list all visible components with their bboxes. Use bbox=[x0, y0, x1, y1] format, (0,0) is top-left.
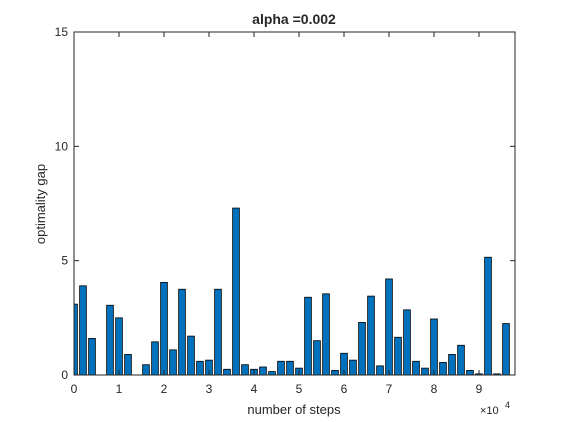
x-tick-label: 3 bbox=[206, 382, 213, 396]
bar bbox=[421, 367, 429, 376]
bar bbox=[106, 304, 114, 376]
bar bbox=[412, 360, 420, 376]
bar bbox=[223, 368, 231, 376]
bar bbox=[502, 323, 510, 376]
bar bbox=[484, 256, 492, 376]
bar bbox=[124, 354, 132, 376]
bar bbox=[214, 288, 222, 376]
bar bbox=[268, 371, 276, 376]
x-tick-label: 1 bbox=[116, 382, 123, 396]
bar bbox=[241, 364, 249, 376]
bar bbox=[187, 335, 195, 376]
bar bbox=[196, 360, 204, 376]
bar bbox=[367, 295, 375, 376]
bar bbox=[232, 207, 240, 376]
x-tick-label: 6 bbox=[341, 382, 348, 396]
x-tick-label: 2 bbox=[161, 382, 168, 396]
bar bbox=[466, 370, 474, 376]
y-ticks: 0 5 10 15 bbox=[55, 25, 515, 382]
x-axis-multiplier-exponent: 4 bbox=[505, 400, 510, 410]
y-axis-label: optimality gap bbox=[33, 164, 48, 244]
bar bbox=[403, 309, 411, 376]
bar bbox=[376, 365, 384, 376]
bar bbox=[385, 278, 393, 376]
bar bbox=[142, 364, 150, 376]
axes-box bbox=[73, 31, 516, 376]
bar bbox=[160, 281, 168, 376]
bar bbox=[178, 288, 186, 376]
chart-title: alpha =0.002 bbox=[252, 11, 336, 27]
bar bbox=[394, 336, 402, 376]
bar bbox=[115, 317, 123, 376]
bar bbox=[457, 344, 465, 376]
x-tick-label: 5 bbox=[296, 382, 303, 396]
bar bbox=[286, 360, 294, 376]
x-tick-label: 0 bbox=[71, 382, 78, 396]
bar bbox=[322, 293, 330, 376]
x-axis-multiplier: ×10 bbox=[480, 405, 499, 417]
bar bbox=[151, 341, 159, 376]
bar bbox=[88, 338, 96, 376]
x-ticks: 0 1 2 3 4 5 6 7 8 9 bbox=[71, 32, 483, 396]
bar bbox=[358, 322, 366, 376]
bar bbox=[448, 354, 456, 376]
y-tick-label: 0 bbox=[61, 368, 68, 382]
axes-frame bbox=[73, 31, 516, 376]
bar bbox=[331, 370, 339, 376]
x-tick-label: 7 bbox=[386, 382, 393, 396]
bar bbox=[169, 349, 177, 376]
y-tick-label: 10 bbox=[55, 139, 69, 153]
bar bbox=[259, 366, 267, 376]
x-axis-label: number of steps bbox=[247, 402, 341, 417]
x-tick-label: 4 bbox=[251, 382, 258, 396]
y-tick-label: 15 bbox=[55, 25, 69, 39]
bar bbox=[439, 362, 447, 376]
bar bbox=[277, 360, 285, 376]
bar bbox=[79, 285, 87, 376]
x-tick-label: 9 bbox=[476, 382, 483, 396]
y-tick-label: 5 bbox=[61, 254, 68, 268]
bar bbox=[349, 359, 357, 376]
x-tick-label: 8 bbox=[431, 382, 438, 396]
bar bbox=[313, 340, 321, 376]
bars-group bbox=[73, 207, 510, 376]
bar bbox=[430, 318, 438, 376]
bar bbox=[73, 303, 78, 376]
bar bbox=[304, 296, 312, 376]
